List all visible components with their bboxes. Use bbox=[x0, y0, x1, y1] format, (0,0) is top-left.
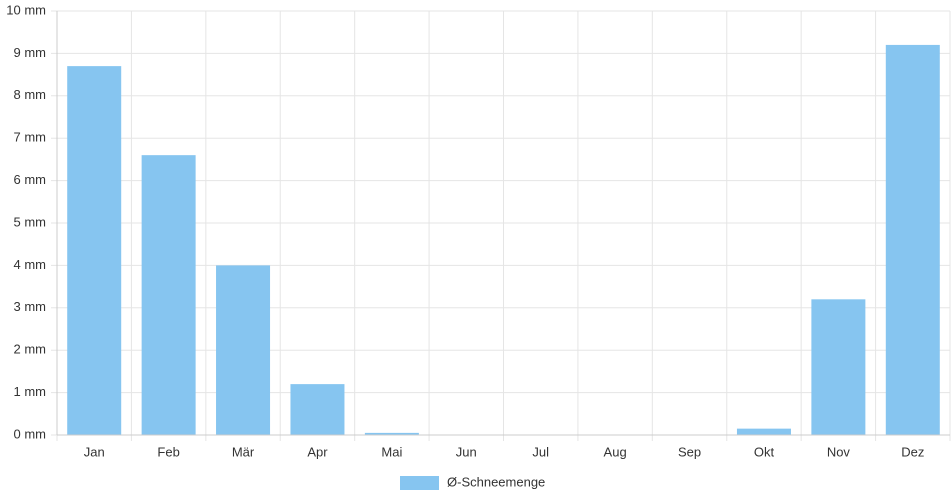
x-tick-label: Nov bbox=[827, 444, 851, 459]
y-tick-label: 6 mm bbox=[14, 172, 47, 187]
x-tick-label: Dez bbox=[901, 444, 924, 459]
bar bbox=[67, 66, 122, 436]
y-tick-label: 10 mm bbox=[6, 2, 46, 17]
bar bbox=[290, 384, 345, 435]
x-tick-label: Jul bbox=[532, 444, 549, 459]
bar bbox=[216, 265, 271, 435]
y-tick-label: 2 mm bbox=[14, 342, 47, 357]
bar bbox=[141, 155, 196, 435]
legend-swatch bbox=[400, 476, 439, 490]
bar bbox=[811, 299, 866, 435]
y-tick-label: 9 mm bbox=[14, 45, 47, 60]
y-tick-label: 3 mm bbox=[14, 299, 47, 314]
x-tick-label: Apr bbox=[307, 444, 328, 459]
x-tick-label: Sep bbox=[678, 444, 701, 459]
x-tick-label: Jan bbox=[84, 444, 105, 459]
y-tick-label: 8 mm bbox=[14, 87, 47, 102]
y-tick-label: 1 mm bbox=[14, 384, 47, 399]
y-tick-label: 7 mm bbox=[14, 130, 47, 145]
x-tick-label: Okt bbox=[754, 444, 775, 459]
x-tick-label: Mär bbox=[232, 444, 255, 459]
bar bbox=[736, 428, 791, 435]
legend-label: Ø-Schneemenge bbox=[447, 474, 545, 489]
y-tick-label: 0 mm bbox=[14, 426, 47, 441]
x-tick-label: Feb bbox=[157, 444, 179, 459]
bar bbox=[364, 432, 419, 435]
x-tick-label: Mai bbox=[381, 444, 402, 459]
y-tick-label: 4 mm bbox=[14, 257, 47, 272]
x-tick-label: Aug bbox=[604, 444, 627, 459]
x-tick-label: Jun bbox=[456, 444, 477, 459]
y-tick-label: 5 mm bbox=[14, 214, 47, 229]
bar bbox=[885, 44, 940, 436]
